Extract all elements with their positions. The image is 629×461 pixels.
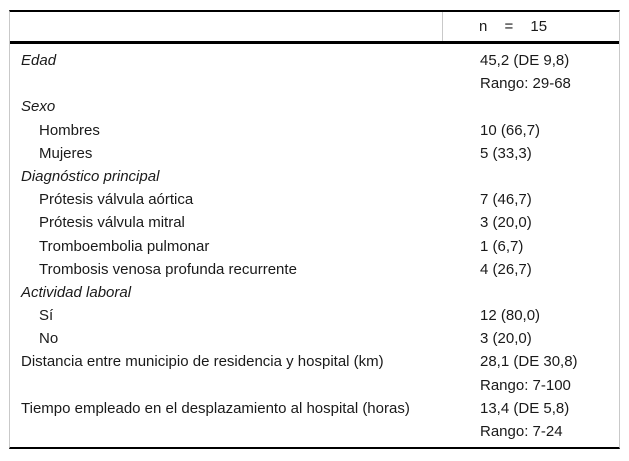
table-row: Sí 12 (80,0) bbox=[10, 304, 619, 327]
row-label: Edad bbox=[21, 52, 57, 69]
row-label: Tromboembolia pulmonar bbox=[39, 237, 210, 255]
row-label: Actividad laboral bbox=[21, 283, 132, 301]
table-row: No 3 (20,0) bbox=[10, 327, 619, 350]
header-n-cell: n = 15 bbox=[479, 18, 548, 35]
row-value bbox=[444, 165, 619, 188]
row-label: Prótesis válvula mitral bbox=[39, 214, 185, 232]
row-label: Prótesis válvula aórtica bbox=[39, 191, 194, 209]
row-value: 28,1 (DE 30,8) bbox=[480, 353, 578, 371]
row-value: 4 (26,7) bbox=[480, 260, 532, 278]
row-value: 13,4 (DE 5,8) bbox=[480, 399, 570, 417]
row-label: Trombosis venosa profunda recurrente bbox=[39, 260, 297, 278]
row-label: No bbox=[39, 330, 59, 348]
row-label bbox=[10, 72, 444, 95]
table-row: Mujeres 5 (33,3) bbox=[10, 142, 619, 165]
row-value: 10 (66,7) bbox=[480, 121, 541, 139]
table-row: Distancia entre municipio de residencia … bbox=[10, 350, 619, 373]
sample-characteristics-table: n = 15 Edad 45,2 (DE 9,8) Rango: 29-68 S… bbox=[9, 10, 620, 449]
row-label bbox=[10, 420, 444, 443]
table-row: Edad 45,2 (DE 9,8) bbox=[10, 49, 619, 72]
header-empty-cell bbox=[10, 12, 443, 41]
table-row: Prótesis válvula aórtica 7 (46,7) bbox=[10, 188, 619, 211]
row-value: 3 (20,0) bbox=[480, 330, 532, 348]
row-value: 12 (80,0) bbox=[480, 307, 541, 325]
row-label: Tiempo empleado en el desplazamiento al … bbox=[21, 399, 410, 417]
table-row: Diagnóstico principal bbox=[10, 165, 619, 188]
table-row: Rango: 7-24 bbox=[10, 420, 619, 443]
row-value: 1 (6,7) bbox=[480, 237, 524, 255]
row-label: Distancia entre municipio de residencia … bbox=[21, 353, 384, 371]
row-value: Rango: 7-24 bbox=[480, 423, 563, 440]
table-header-row: n = 15 bbox=[10, 12, 619, 44]
row-label: Mujeres bbox=[39, 144, 93, 162]
table-row: Rango: 7-100 bbox=[10, 374, 619, 397]
row-value: Rango: 7-100 bbox=[480, 376, 571, 394]
row-label: Diagnóstico principal bbox=[21, 167, 160, 185]
row-value: 7 (46,7) bbox=[480, 191, 532, 209]
table-row: Hombres 10 (66,7) bbox=[10, 119, 619, 142]
table-body: Edad 45,2 (DE 9,8) Rango: 29-68 Sexo Hom… bbox=[10, 44, 619, 443]
table-row: Sexo bbox=[10, 95, 619, 118]
row-label bbox=[10, 374, 444, 397]
table-row: Tiempo empleado en el desplazamiento al … bbox=[10, 397, 619, 420]
table-row: Prótesis válvula mitral 3 (20,0) bbox=[10, 211, 619, 234]
row-value: 3 (20,0) bbox=[480, 214, 532, 232]
row-label: Sexo bbox=[21, 98, 56, 116]
row-value bbox=[444, 95, 619, 118]
table-row: Tromboembolia pulmonar 1 (6,7) bbox=[10, 235, 619, 258]
row-value: Rango: 29-68 bbox=[480, 75, 571, 93]
table-row: Actividad laboral bbox=[10, 281, 619, 304]
row-value: 45,2 (DE 9,8) bbox=[480, 52, 570, 69]
row-value bbox=[444, 281, 619, 304]
row-label: Hombres bbox=[39, 121, 100, 139]
table-row: Rango: 29-68 bbox=[10, 72, 619, 95]
table-row: Trombosis venosa profunda recurrente 4 (… bbox=[10, 258, 619, 281]
row-label: Sí bbox=[39, 307, 54, 325]
row-value: 5 (33,3) bbox=[480, 144, 532, 162]
